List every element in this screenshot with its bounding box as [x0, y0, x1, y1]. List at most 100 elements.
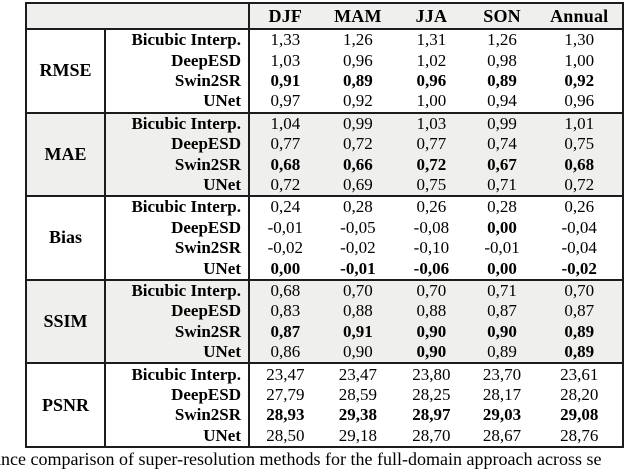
value-cell: -0,10: [413, 238, 450, 258]
method-label: Swin2SR: [174, 71, 241, 91]
value-cell: 0,90: [487, 321, 517, 341]
value-cell: 0,89: [487, 342, 517, 362]
method-label: Swin2SR: [174, 405, 241, 425]
value-cell: 0,24: [270, 197, 301, 217]
value-cell: 0,87: [487, 301, 517, 321]
value-cell: -0,04: [561, 238, 597, 258]
metric-section-rmse: RMSE Bicubic Interp. DeepESD Swin2SR UNet 1,3…: [27, 30, 622, 114]
value-cell: 0,99: [343, 113, 373, 133]
header-col-son: SON: [483, 5, 521, 26]
value-cell: 0,71: [487, 280, 517, 300]
results-table: DJF MAM JJA SON Annual RMSE Bicubic Interp. De…: [25, 2, 624, 448]
value-row: 0,83 0,88 0,88 0,87 0,87: [250, 301, 622, 321]
method-label: UNet: [203, 342, 241, 362]
header-season-columns: DJF MAM JJA SON Annual: [250, 4, 622, 28]
value-cell: 0,90: [416, 342, 447, 362]
value-row: 23,47 23,47 23,80 23,70 23,61: [250, 364, 622, 384]
value-cell: 0,88: [343, 301, 373, 321]
value-cell: 0,70: [416, 280, 447, 300]
method-label: UNet: [203, 91, 241, 111]
method-label: Swin2SR: [174, 321, 241, 341]
method-label: Bicubic Interp.: [131, 364, 241, 384]
value-cell: 0,89: [343, 71, 373, 91]
value-cell: 0,75: [564, 134, 595, 154]
value-cell: 0,28: [343, 197, 373, 217]
value-cell: 0,90: [416, 321, 447, 341]
value-row: 1,33 1,26 1,31 1,26 1,30: [250, 30, 622, 50]
metric-label-rmse: RMSE: [27, 30, 106, 112]
value-cell: 1,01: [564, 113, 595, 133]
values-grid: 1,04 0,99 1,03 0,99 1,01 0,77 0,72 0,77 0,74 0,75…: [250, 114, 622, 196]
value-cell: 0,26: [564, 197, 595, 217]
header-col-jja: JJA: [415, 5, 448, 26]
value-row: 0,24 0,28 0,26 0,28 0,26: [250, 197, 622, 217]
value-cell: -0,02: [267, 238, 304, 258]
value-cell: 0,28: [487, 197, 517, 217]
value-cell: 0,00: [487, 258, 517, 278]
method-label: DeepESD: [171, 384, 241, 404]
value-cell: 0,72: [564, 175, 595, 195]
value-row: 0,00 -0,01 -0,06 0,00 -0,02: [250, 258, 622, 278]
value-row: 28,50 29,18 28,70 28,67 28,76: [250, 426, 622, 446]
value-cell: 29,18: [338, 425, 378, 445]
value-cell: 23,70: [482, 364, 522, 384]
table-header-row: DJF MAM JJA SON Annual: [27, 4, 622, 30]
value-cell: 27,79: [266, 384, 305, 404]
method-label: Swin2SR: [174, 154, 241, 174]
value-cell: 0,88: [416, 301, 447, 321]
value-cell: 0,96: [416, 71, 447, 91]
value-cell: 28,59: [338, 384, 378, 404]
value-cell: 23,80: [412, 364, 451, 384]
value-cell: 0,89: [564, 321, 595, 341]
method-label: UNet: [203, 175, 241, 195]
value-cell: 28,17: [482, 384, 522, 404]
metric-section-mae: MAE Bicubic Interp. DeepESD Swin2SR UNet 1,04…: [27, 113, 622, 198]
value-cell: 0,70: [564, 280, 595, 300]
value-row: 28,93 29,38 28,97 29,03 29,08: [250, 405, 622, 425]
value-cell: -0,01: [267, 217, 304, 237]
value-cell: 0,72: [416, 154, 447, 174]
table-caption: ance comparison of super-resolution meth…: [0, 449, 602, 469]
value-cell: 0,75: [416, 175, 447, 195]
value-row: 1,04 0,99 1,03 0,99 1,01: [250, 114, 622, 134]
value-row: 0,87 0,91 0,90 0,90 0,89: [250, 322, 622, 342]
method-column: Bicubic Interp. DeepESD Swin2SR UNet: [106, 113, 250, 196]
value-cell: 0,72: [270, 175, 301, 195]
value-cell: 0,26: [416, 197, 447, 217]
value-cell: 1,02: [416, 50, 447, 70]
value-cell: 23,47: [338, 364, 378, 384]
value-cell: -0,01: [340, 258, 376, 278]
value-cell: 0,96: [343, 50, 373, 70]
method-label: Swin2SR: [174, 238, 241, 258]
value-cell: 28,67: [482, 425, 522, 445]
method-label: DeepESD: [171, 50, 241, 70]
value-cell: 0,72: [343, 134, 373, 154]
value-cell: -0,02: [340, 238, 376, 258]
value-cell: 0,99: [487, 113, 517, 133]
value-cell: 0,68: [270, 280, 301, 300]
value-cell: 0,90: [343, 342, 373, 362]
value-cell: 28,25: [412, 384, 451, 404]
method-column: Bicubic Interp. DeepESD Swin2SR UNet: [106, 30, 250, 112]
metric-section-psnr: PSNR Bicubic Interp. DeepESD Swin2SR UNet 23,…: [27, 364, 622, 446]
metric-label-ssim: SSIM: [27, 280, 106, 363]
value-cell: 0,74: [487, 134, 517, 154]
value-cell: 1,03: [416, 113, 447, 133]
value-cell: 0,68: [270, 154, 301, 174]
table-body: RMSE Bicubic Interp. DeepESD Swin2SR UNet 1,3…: [27, 30, 622, 446]
value-cell: -0,05: [340, 217, 376, 237]
value-cell: 28,76: [560, 425, 599, 445]
value-cell: 0,89: [564, 342, 595, 362]
value-row: 0,97 0,92 1,00 0,94 0,96: [250, 91, 622, 111]
value-row: 1,03 0,96 1,02 0,98 1,00: [250, 50, 622, 70]
value-cell: 28,97: [412, 405, 451, 425]
metric-label-psnr: PSNR: [27, 364, 106, 446]
value-cell: 0,77: [416, 134, 447, 154]
value-cell: 0,92: [343, 91, 373, 111]
header-corner-cell: [27, 4, 250, 28]
header-col-mam: MAM: [334, 5, 382, 26]
value-cell: 1,03: [270, 50, 301, 70]
value-cell: 0,91: [343, 321, 373, 341]
value-cell: 0,97: [270, 91, 301, 111]
metric-label-bias: Bias: [27, 197, 106, 279]
